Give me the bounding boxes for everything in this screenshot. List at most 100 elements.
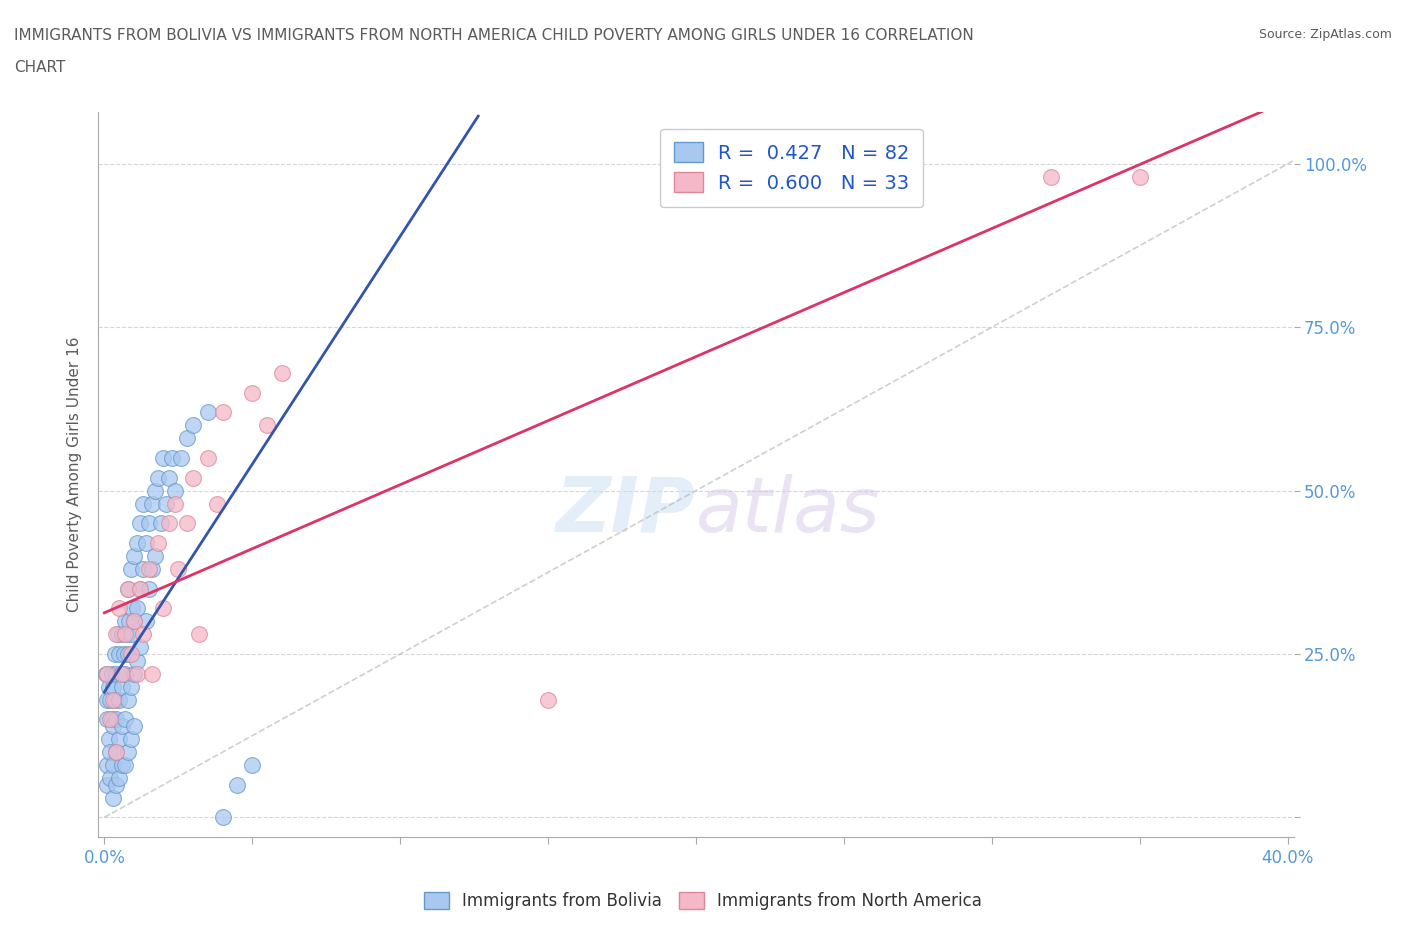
Point bbox=[105, 712, 128, 727]
Point bbox=[112, 646, 135, 661]
Point bbox=[1129, 169, 1152, 184]
Point bbox=[97, 679, 120, 694]
Point bbox=[97, 732, 120, 747]
Point bbox=[256, 418, 278, 432]
Point bbox=[128, 581, 150, 596]
Point bbox=[122, 719, 145, 734]
Point bbox=[108, 732, 131, 747]
Point bbox=[165, 484, 187, 498]
Point bbox=[111, 719, 134, 734]
Point bbox=[107, 627, 129, 642]
Point bbox=[114, 614, 136, 629]
Point bbox=[167, 562, 190, 577]
Point bbox=[115, 627, 138, 642]
Point bbox=[135, 536, 157, 551]
Point bbox=[141, 497, 163, 512]
Point bbox=[94, 666, 117, 681]
Point bbox=[120, 562, 142, 577]
Point bbox=[122, 666, 145, 681]
Point bbox=[122, 614, 145, 629]
Point bbox=[98, 771, 121, 786]
Point bbox=[118, 614, 141, 629]
Point bbox=[110, 666, 132, 681]
Point bbox=[105, 627, 128, 642]
Point bbox=[188, 627, 211, 642]
Point bbox=[111, 758, 134, 773]
Point bbox=[108, 692, 131, 707]
Point bbox=[103, 758, 125, 773]
Text: CHART: CHART bbox=[14, 60, 66, 75]
Point bbox=[121, 601, 143, 616]
Y-axis label: Child Poverty Among Girls Under 16: Child Poverty Among Girls Under 16 bbox=[67, 337, 83, 612]
Point bbox=[128, 516, 150, 531]
Point bbox=[117, 581, 139, 596]
Point bbox=[125, 653, 148, 668]
Point bbox=[141, 666, 163, 681]
Point bbox=[105, 745, 128, 760]
Point bbox=[114, 666, 136, 681]
Point bbox=[103, 679, 125, 694]
Point bbox=[138, 562, 160, 577]
Point bbox=[176, 431, 198, 445]
Point bbox=[165, 497, 187, 512]
Point bbox=[181, 471, 204, 485]
Point bbox=[96, 712, 118, 727]
Point bbox=[117, 581, 139, 596]
Point bbox=[240, 385, 263, 400]
Point bbox=[146, 471, 169, 485]
Point bbox=[270, 365, 292, 380]
Point bbox=[211, 405, 233, 419]
Point bbox=[122, 549, 145, 564]
Point bbox=[138, 516, 160, 531]
Point bbox=[141, 562, 163, 577]
Point bbox=[117, 692, 139, 707]
Point bbox=[114, 627, 136, 642]
Point bbox=[117, 646, 139, 661]
Point bbox=[105, 666, 128, 681]
Point bbox=[138, 581, 160, 596]
Legend: Immigrants from Bolivia, Immigrants from North America: Immigrants from Bolivia, Immigrants from… bbox=[418, 885, 988, 917]
Point bbox=[176, 516, 198, 531]
Point bbox=[104, 646, 127, 661]
Point bbox=[211, 810, 233, 825]
Point bbox=[96, 666, 118, 681]
Point bbox=[108, 601, 131, 616]
Legend: R =  0.427   N = 82, R =  0.600   N = 33: R = 0.427 N = 82, R = 0.600 N = 33 bbox=[659, 128, 924, 206]
Point bbox=[152, 450, 174, 465]
Point bbox=[132, 562, 155, 577]
Point bbox=[117, 745, 139, 760]
Point bbox=[108, 646, 131, 661]
Point bbox=[122, 614, 145, 629]
Point bbox=[128, 581, 150, 596]
Text: ZIP: ZIP bbox=[557, 473, 696, 548]
Point bbox=[205, 497, 228, 512]
Text: IMMIGRANTS FROM BOLIVIA VS IMMIGRANTS FROM NORTH AMERICA CHILD POVERTY AMONG GIR: IMMIGRANTS FROM BOLIVIA VS IMMIGRANTS FR… bbox=[14, 28, 974, 43]
Point bbox=[157, 471, 180, 485]
Point bbox=[162, 450, 184, 465]
Point bbox=[120, 732, 142, 747]
Point bbox=[114, 712, 136, 727]
Point bbox=[157, 516, 180, 531]
Point bbox=[135, 614, 157, 629]
Point bbox=[104, 692, 127, 707]
Point bbox=[170, 450, 193, 465]
Point bbox=[197, 405, 219, 419]
Point bbox=[111, 679, 134, 694]
Point bbox=[103, 692, 125, 707]
Point bbox=[128, 640, 150, 655]
Point bbox=[96, 692, 118, 707]
Point bbox=[111, 627, 134, 642]
Point bbox=[132, 627, 155, 642]
Point bbox=[146, 536, 169, 551]
Text: atlas: atlas bbox=[696, 473, 880, 548]
Point bbox=[226, 777, 249, 792]
Point bbox=[152, 601, 174, 616]
Point bbox=[537, 692, 560, 707]
Point bbox=[98, 712, 121, 727]
Point bbox=[120, 679, 142, 694]
Point bbox=[125, 666, 148, 681]
Point bbox=[149, 516, 172, 531]
Point bbox=[98, 745, 121, 760]
Point bbox=[132, 497, 155, 512]
Point bbox=[120, 627, 142, 642]
